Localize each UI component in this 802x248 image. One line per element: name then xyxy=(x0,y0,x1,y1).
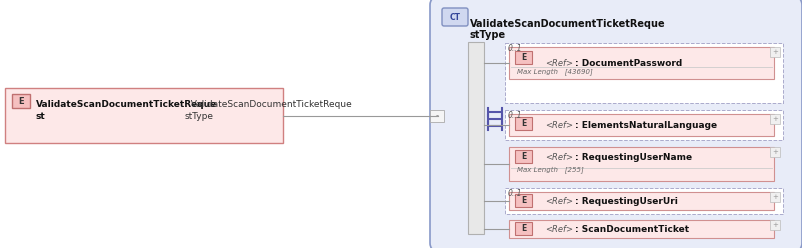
Text: E: E xyxy=(520,53,526,62)
Bar xyxy=(515,194,532,207)
Bar xyxy=(505,43,783,103)
Bar xyxy=(770,192,780,202)
Text: <Ref>: <Ref> xyxy=(545,224,573,234)
Text: <Ref>: <Ref> xyxy=(545,154,573,162)
Text: CT: CT xyxy=(449,12,460,22)
Bar xyxy=(5,88,283,143)
Text: ValidateScanDocumentTicketReque: ValidateScanDocumentTicketReque xyxy=(36,100,217,109)
Bar xyxy=(515,51,532,64)
Bar xyxy=(509,47,774,79)
Text: <Ref>: <Ref> xyxy=(545,59,573,67)
Text: : RequestingUserUri: : RequestingUserUri xyxy=(575,196,678,206)
FancyBboxPatch shape xyxy=(442,8,468,26)
Text: stType: stType xyxy=(470,30,506,40)
Bar xyxy=(770,47,780,57)
Text: <Ref>: <Ref> xyxy=(545,196,573,206)
Bar xyxy=(515,150,532,163)
Bar xyxy=(430,110,444,122)
Bar xyxy=(515,222,532,235)
Text: 0..1: 0..1 xyxy=(508,189,522,198)
Text: +: + xyxy=(772,49,778,55)
Bar xyxy=(12,94,30,108)
Text: +: + xyxy=(772,149,778,155)
Text: ValidateScanDocumentTicketReque: ValidateScanDocumentTicketReque xyxy=(470,19,666,29)
Bar xyxy=(770,114,780,124)
Bar xyxy=(509,220,774,238)
Text: 0..1: 0..1 xyxy=(508,44,522,53)
Bar xyxy=(505,188,783,214)
Text: : ElementsNaturalLanguage: : ElementsNaturalLanguage xyxy=(575,121,717,129)
Text: st: st xyxy=(36,112,46,121)
Bar xyxy=(505,110,783,140)
Text: Max Length   [43690]: Max Length [43690] xyxy=(517,68,593,75)
Bar xyxy=(770,147,780,157)
Text: E: E xyxy=(520,224,526,233)
Text: E: E xyxy=(18,96,24,105)
Text: stType: stType xyxy=(185,112,214,121)
Bar xyxy=(515,117,532,130)
Text: +: + xyxy=(772,222,778,228)
FancyBboxPatch shape xyxy=(430,0,802,248)
Bar xyxy=(509,192,774,210)
Text: : ScanDocumentTicket: : ScanDocumentTicket xyxy=(575,224,689,234)
Bar xyxy=(770,220,780,230)
Text: E: E xyxy=(520,152,526,161)
Text: E: E xyxy=(520,119,526,128)
Text: : RequestingUserName: : RequestingUserName xyxy=(575,154,692,162)
Text: -: - xyxy=(435,112,439,121)
Text: 0..1: 0..1 xyxy=(508,111,522,120)
Text: <Ref>: <Ref> xyxy=(545,121,573,129)
Text: : ValidateScanDocumentTicketReque: : ValidateScanDocumentTicketReque xyxy=(185,100,352,109)
Text: E: E xyxy=(520,196,526,205)
Bar xyxy=(509,114,774,136)
Bar xyxy=(468,42,484,234)
Bar xyxy=(509,147,774,181)
Text: +: + xyxy=(772,116,778,122)
Text: +: + xyxy=(772,194,778,200)
Text: Max Length   [255]: Max Length [255] xyxy=(517,167,584,173)
Text: : DocumentPassword: : DocumentPassword xyxy=(575,59,683,67)
